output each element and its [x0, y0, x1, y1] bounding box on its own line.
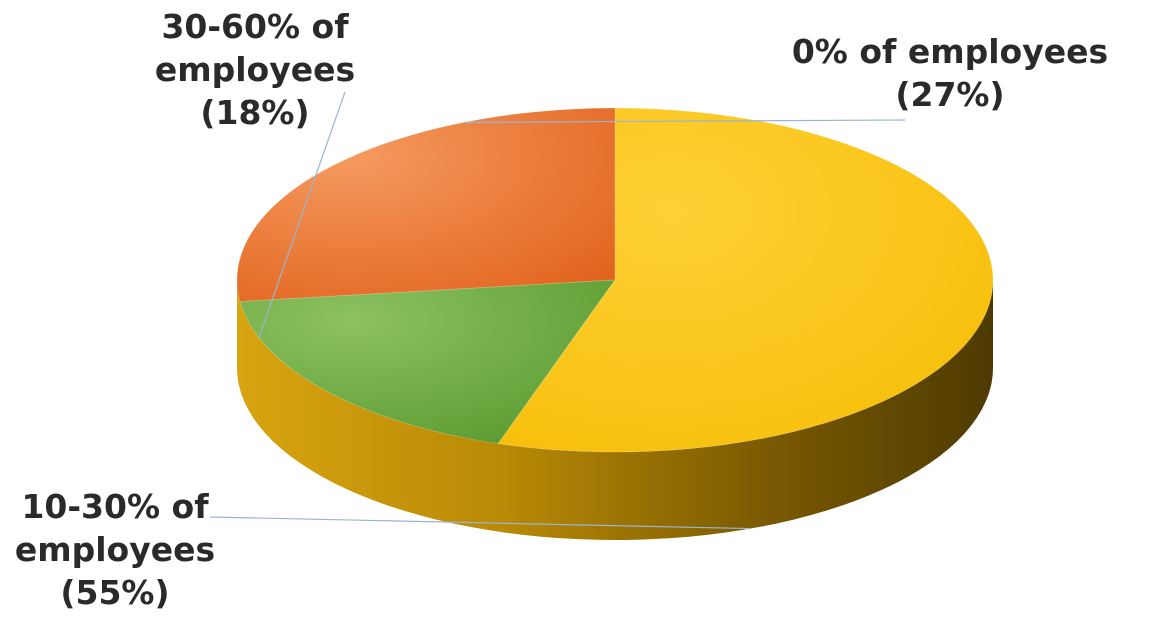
pie-side-wall	[237, 280, 993, 540]
slice-label-0-value: (27%)	[895, 75, 1005, 114]
pie-top-slices	[236, 107, 994, 453]
slice-label-10-30-percent: 10-30% of employees (55%)	[0, 485, 230, 614]
leader-line-1	[258, 91, 346, 338]
slice-label-30-60-percent: 30-60% of employees (18%)	[110, 5, 400, 134]
slice-label-1-value: (18%)	[200, 93, 310, 132]
slice-label-1-name-line1: 30-60% of	[161, 7, 349, 46]
pie-side-wall-face	[237, 280, 993, 540]
leader-lines	[209, 91, 906, 530]
slice-label-0-percent: 0% of employees (27%)	[755, 30, 1145, 116]
pie-slice-1	[239, 279, 617, 445]
leader-line-2	[209, 516, 751, 530]
pie-slice-0	[236, 107, 616, 303]
leader-line-0	[463, 119, 906, 123]
slice-label-2-name-line2: employees	[14, 530, 216, 569]
pie-slice-2	[497, 107, 994, 453]
slice-label-2-name-line1: 10-30% of	[21, 487, 209, 526]
slice-label-2-value: (55%)	[60, 573, 170, 612]
slice-label-0-name: 0% of employees	[791, 32, 1109, 71]
slice-label-1-name-line2: employees	[154, 50, 356, 89]
